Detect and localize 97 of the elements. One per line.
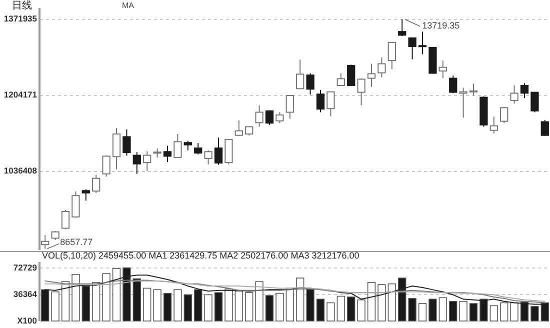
candlestick — [143, 150, 152, 172]
bar — [459, 300, 468, 322]
bar — [296, 278, 304, 322]
bar — [286, 288, 294, 322]
candlestick — [122, 128, 131, 156]
candlestick — [61, 210, 70, 230]
candlestick — [540, 119, 549, 136]
bar — [102, 273, 110, 322]
candlestick — [72, 191, 80, 218]
bar — [234, 290, 243, 322]
candlestick — [469, 83, 478, 96]
bar — [265, 295, 274, 322]
bar — [112, 268, 121, 322]
candlestick — [490, 116, 498, 134]
candlestick — [398, 18, 406, 37]
annotation: 13719.35 — [422, 20, 460, 31]
bar — [408, 298, 416, 322]
candlestick — [102, 154, 110, 178]
annotation: 8657.77 — [60, 237, 93, 248]
bar — [276, 292, 284, 322]
bar — [336, 296, 345, 322]
candlestick — [92, 174, 100, 194]
chart-title: VOL(5,10,20) 2459455.00 MA1 2361429.75 MA2 2502176.00 MA3 3212176.00 — [42, 250, 360, 260]
candlestick — [347, 64, 356, 86]
bar — [255, 281, 264, 322]
y-tick-label: 1036408 — [4, 166, 38, 176]
bar — [367, 282, 376, 322]
bar — [438, 297, 447, 322]
candlestick — [51, 230, 60, 241]
candlestick — [459, 87, 468, 118]
candlestick — [132, 152, 141, 174]
bar — [153, 289, 162, 322]
candlestick — [296, 59, 304, 90]
candlestick — [224, 138, 233, 165]
bar — [163, 292, 172, 322]
bar — [61, 281, 70, 322]
bar — [245, 292, 254, 322]
candlestick — [163, 145, 172, 163]
bar — [204, 294, 212, 322]
bar — [418, 303, 427, 322]
bar — [92, 282, 100, 322]
candlestick — [336, 72, 345, 86]
bar — [326, 302, 335, 322]
candlestick — [418, 31, 427, 55]
bar — [490, 305, 498, 322]
candlestick — [306, 72, 314, 96]
bar — [72, 274, 80, 322]
candlestick — [82, 188, 90, 202]
candlestick — [449, 75, 458, 94]
bar — [378, 284, 386, 322]
y-tick-label: 72729 — [13, 262, 38, 272]
bar — [306, 288, 314, 322]
y-tick-label: X100 — [17, 315, 38, 326]
candlestick — [194, 142, 202, 155]
candlestick — [112, 128, 121, 170]
bar — [143, 288, 152, 322]
y-tick-label: 1204171 — [4, 90, 38, 100]
bar — [428, 298, 437, 322]
y-tick-label: 36364 — [13, 288, 38, 299]
candlestick — [316, 90, 325, 113]
bar — [449, 300, 458, 322]
chart-subtitle: MA — [122, 1, 135, 10]
candlestick — [276, 112, 284, 124]
chart-title: 日线 — [12, 0, 32, 12]
bar — [132, 278, 141, 322]
bar — [357, 299, 366, 322]
candlestick — [520, 82, 529, 99]
candlestick — [378, 56, 386, 78]
candlestick — [214, 137, 223, 166]
candlestick — [500, 106, 508, 124]
candlestick — [388, 41, 396, 70]
bar — [388, 283, 396, 322]
candlestick — [367, 63, 376, 88]
candlestick — [184, 140, 192, 151]
bar — [174, 289, 182, 322]
candlestick — [326, 91, 335, 117]
bar — [224, 288, 233, 322]
candlestick — [357, 78, 366, 106]
bar — [469, 303, 478, 322]
candlestick — [438, 60, 447, 79]
candlestick — [530, 92, 539, 113]
candlestick — [153, 148, 162, 158]
candlestick — [510, 84, 518, 104]
bar — [51, 291, 60, 322]
bar — [500, 302, 508, 322]
candlestick — [204, 150, 212, 165]
candlestick — [174, 133, 182, 158]
candlestick — [408, 37, 416, 60]
bar — [510, 302, 518, 322]
y-tick-label: 1371935 — [4, 14, 38, 24]
bar — [184, 294, 192, 322]
candlestick — [286, 94, 294, 120]
candlestick — [41, 234, 50, 250]
bar — [316, 298, 325, 322]
candlestick — [234, 120, 243, 136]
candlestick — [255, 104, 264, 128]
candlestick — [265, 110, 274, 126]
